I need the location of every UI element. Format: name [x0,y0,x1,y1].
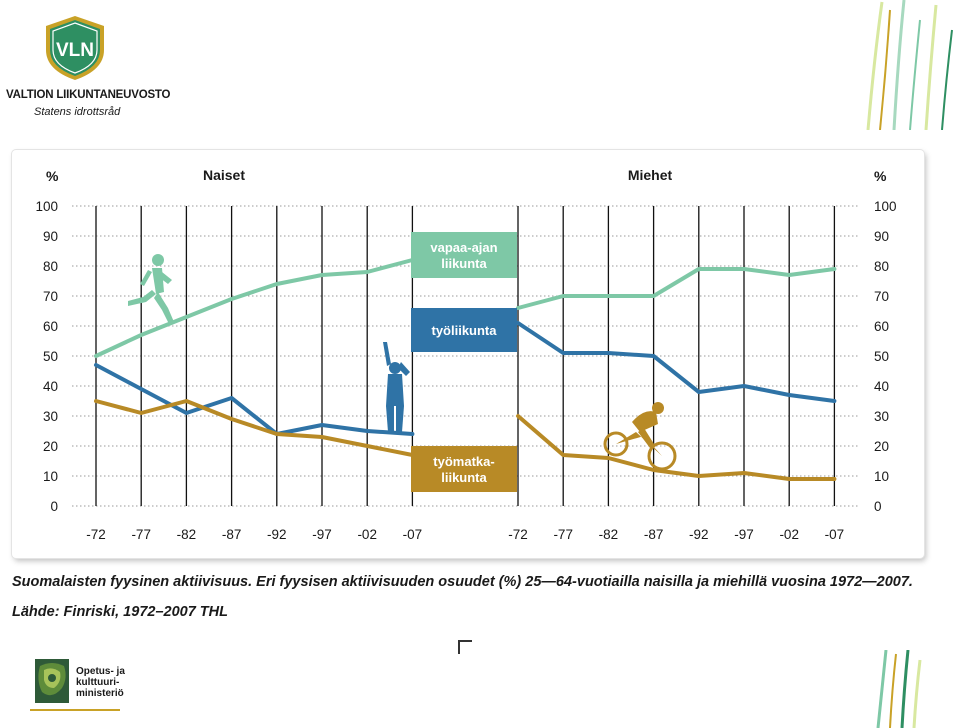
y-tick-label-left: 20 [43,439,58,454]
y-tick-label-right: 20 [874,439,889,454]
series-line [94,258,415,358]
series-line [94,399,415,457]
y-tick-label-right: 90 [874,229,889,244]
y-tick-label-left: 30 [43,409,58,424]
legend-box-label: työliikunta [431,323,497,338]
y-tick-label-right: 0 [874,499,882,514]
figure-layer [128,254,677,471]
legend-box-label: työmatka- [433,454,494,469]
logo-text: VLN [56,40,94,61]
y-tick-label-left: 0 [50,499,58,514]
legend-box-label: vapaa-ajan [430,240,497,255]
x-tick-label: -02 [779,527,799,542]
y-tick-label-left: 80 [43,259,58,274]
x-tick-label: -92 [267,527,287,542]
ministry-name-line: kulttuuri- [76,677,120,688]
x-tick-label: -77 [553,527,573,542]
x-tick-label: -82 [599,527,619,542]
y-tick-label-left: 60 [43,319,58,334]
vln-logo: VLN [46,16,104,80]
cyclist-icon [603,402,677,471]
decorative-grass [866,0,953,130]
x-tick-label: -92 [689,527,709,542]
x-tick-label: -77 [131,527,151,542]
legend-box [411,308,517,352]
y-tick-label-right: 30 [874,409,889,424]
legend-box-layer: vapaa-ajanliikuntatyöliikuntatyömatka-li… [411,232,517,492]
corner-mark [458,640,472,654]
x-tick-label: -97 [734,527,754,542]
x-tick-label: -97 [312,527,332,542]
series-line [516,267,837,310]
x-tick-label: -07 [403,527,423,542]
series-line [516,414,837,481]
runner-icon [128,254,174,324]
series-line [94,363,415,436]
org-name: VALTION LIIKUNTANEUVOSTO [6,89,171,101]
chart-source: Lähde: Finriski, 1972–2007 THL [12,604,228,620]
y-tick-label-right: 40 [874,379,889,394]
chart: 0 0 10 10 20 20 30 30 40 40 50 50 60 60 70 70 80 80 90 90 10… [35,167,896,542]
ministry-underline [30,709,120,711]
y-tick-label-left: 50 [43,349,58,364]
ministry-name: Opetus- ja kulttuuri- ministeriö [76,666,136,699]
x-tick-label: -82 [177,527,197,542]
y-tick-label-right: 100 [874,199,897,214]
y-unit-label-left: % [46,168,59,184]
org-subtitle: Statens idrottsråd [34,106,121,118]
y-tick-label-right: 80 [874,259,889,274]
ministry-name-line: Opetus- ja [76,666,125,677]
ministry-logo [35,659,69,703]
legend-box [411,232,517,278]
y-tick-label-left: 100 [35,199,58,214]
legend-box-label: liikunta [441,470,487,485]
worker-icon [383,342,410,432]
chart-caption: Suomalaisten fyysinen aktiivisuus. Eri f… [12,574,913,590]
x-tick-label: -72 [86,527,106,542]
y-tick-label-left: 70 [43,289,58,304]
x-tick-label: -87 [222,527,242,542]
legend-box-label: liikunta [441,256,487,271]
decorative-grass-bottom [876,650,922,728]
y-unit-label-right: % [874,168,887,184]
y-tick-label-left: 90 [43,229,58,244]
x-tick-label: -72 [508,527,528,542]
line-layer [94,258,837,481]
y-tick-label-left: 10 [43,469,58,484]
series-line [516,321,837,403]
y-tick-label-right: 60 [874,319,889,334]
y-tick-label-left: 40 [43,379,58,394]
axis-layer: 0 0 10 10 20 20 30 30 40 40 50 50 60 60 70 70 80 80 90 90 10… [35,167,896,542]
panel-title-naiset: Naiset [203,167,245,183]
ministry-name-line: ministeriö [76,688,124,699]
y-tick-label-right: 70 [874,289,889,304]
x-tick-label: -87 [644,527,664,542]
x-tick-label: -02 [357,527,377,542]
y-tick-label-right: 50 [874,349,889,364]
x-tick-label: -07 [825,527,845,542]
legend-box [411,446,517,492]
panel-title-miehet: Miehet [628,167,673,183]
y-tick-label-right: 10 [874,469,889,484]
chart-panel: 0 0 10 10 20 20 30 30 40 40 50 50 60 60 70 70 80 80 90 90 10… [12,150,924,558]
